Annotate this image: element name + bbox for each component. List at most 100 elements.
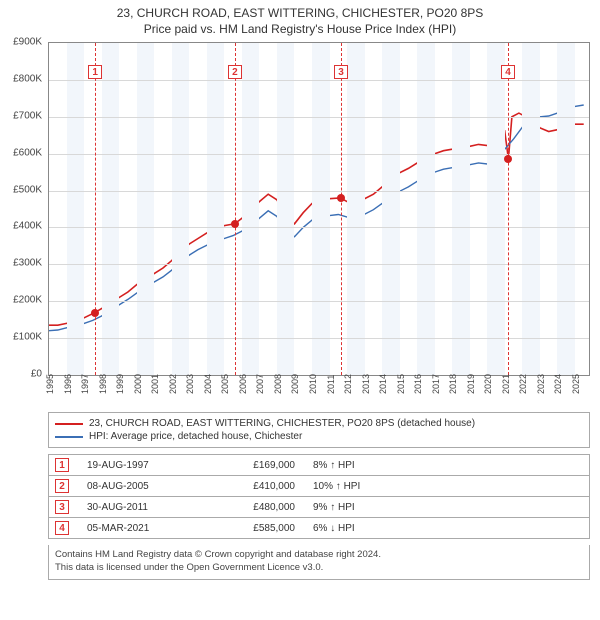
x-tick-label: 2004 [203,374,213,394]
x-tick-label: 1997 [80,374,90,394]
event-row: 3 30-AUG-2011 £480,000 9% ↑ HPI [49,496,589,517]
x-tick-label: 2021 [501,374,511,394]
x-tick-label: 2018 [448,374,458,394]
y-tick-label: £900K [13,37,42,48]
x-tick-label: 2002 [168,374,178,394]
x-tick-label: 2010 [308,374,318,394]
legend: 23, CHURCH ROAD, EAST WITTERING, CHICHES… [48,412,590,448]
legend-swatch [55,436,83,438]
plot-area: £0£100K£200K£300K£400K£500K£600K£700K£80… [48,42,590,402]
x-tick-label: 2017 [431,374,441,394]
x-tick-label: 2005 [220,374,230,394]
event-date: 30-AUG-2011 [87,502,197,513]
events-table: 119-AUG-1997£169,0008% ↑ HPI208-AUG-2005… [48,454,590,539]
x-tick-label: 2020 [483,374,493,394]
x-tick-label: 1998 [98,374,108,394]
event-datapoint [337,194,345,202]
event-date: 05-MAR-2021 [87,523,197,534]
event-marker-line [235,43,236,375]
y-tick-label: £0 [31,369,42,380]
event-hpi-diff: 9% ↑ HPI [313,502,433,513]
x-tick-label: 1996 [63,374,73,394]
x-tick-label: 2009 [290,374,300,394]
year-band [347,43,365,375]
x-tick-label: 2013 [361,374,371,394]
x-tick-label: 2022 [518,374,528,394]
y-tick-label: £600K [13,147,42,158]
year-band [207,43,225,375]
chart-container: 23, CHURCH ROAD, EAST WITTERING, CHICHES… [0,0,600,620]
year-band [452,43,470,375]
x-tick-label: 2015 [396,374,406,394]
event-hpi-diff: 10% ↑ HPI [313,481,433,492]
event-datapoint [231,220,239,228]
event-number-box: 3 [55,500,69,514]
x-tick-label: 2012 [343,374,353,394]
event-marker-line [95,43,96,375]
chart-title-address: 23, CHURCH ROAD, EAST WITTERING, CHICHES… [4,6,596,20]
event-date: 08-AUG-2005 [87,481,197,492]
event-number-box: 1 [55,458,69,472]
legend-item: 23, CHURCH ROAD, EAST WITTERING, CHICHES… [55,417,583,430]
footer-line1: Contains HM Land Registry data © Crown c… [55,549,583,562]
year-band [277,43,295,375]
chart-subtitle: Price paid vs. HM Land Registry's House … [4,22,596,36]
y-tick-label: £400K [13,221,42,232]
event-datapoint [91,309,99,317]
year-band [312,43,330,375]
x-tick-label: 2014 [378,374,388,394]
event-price: £585,000 [215,523,295,534]
event-hpi-diff: 6% ↓ HPI [313,523,433,534]
event-row: 119-AUG-1997£169,0008% ↑ HPI [49,454,589,475]
legend-swatch [55,423,83,425]
x-tick-label: 2019 [466,374,476,394]
x-axis-labels: 1995 1996 1997 1998 1999 2000 2001 2002 2003 2004… [48,376,590,402]
x-tick-label: 2023 [536,374,546,394]
event-marker-box: 3 [334,65,348,79]
year-band [382,43,400,375]
chart-titles: 23, CHURCH ROAD, EAST WITTERING, CHICHES… [0,0,600,38]
year-band [522,43,540,375]
x-tick-label: 2001 [150,374,160,394]
x-tick-label: 1999 [115,374,125,394]
x-tick-label: 2025 [571,374,581,394]
y-tick-label: £300K [13,258,42,269]
y-tick-label: £500K [13,184,42,195]
footer-line2: This data is licensed under the Open Gov… [55,562,583,575]
year-band [242,43,260,375]
event-date: 19-AUG-1997 [87,460,197,471]
x-tick-label: 2007 [255,374,265,394]
year-band [172,43,190,375]
x-tick-label: 2008 [273,374,283,394]
y-tick-label: £100K [13,332,42,343]
event-price: £410,000 [215,481,295,492]
event-row: 2 08-AUG-2005 £410,000 10% ↑ HPI [49,475,589,496]
event-marker-box: 4 [501,65,515,79]
x-tick-label: 1995 [45,374,55,394]
event-price: £169,000 [215,460,295,471]
y-axis-labels: £0£100K£200K£300K£400K£500K£600K£700K£80… [0,42,44,376]
year-band [557,43,575,375]
event-number-box: 2 [55,479,69,493]
footer-attribution: Contains HM Land Registry data © Crown c… [48,545,590,580]
event-number-box: 4 [55,521,69,535]
event-row: 4 05-MAR-2021 £585,000 6% ↓ HPI [49,517,589,538]
x-tick-label: 2000 [133,374,143,394]
y-tick-label: £800K [13,73,42,84]
event-marker-line [341,43,342,375]
x-tick-label: 2011 [326,375,336,394]
legend-label: HPI: Average price, detached house, Chic… [89,431,302,442]
y-tick-label: £700K [13,110,42,121]
x-tick-label: 2024 [553,374,563,394]
year-band [137,43,155,375]
x-tick-label: 2006 [238,374,248,394]
x-tick-label: 2003 [185,374,195,394]
year-band [417,43,435,375]
event-marker-line [508,43,509,375]
event-price: £480,000 [215,502,295,513]
legend-item: HPI: Average price, detached house, Chic… [55,430,583,443]
year-band [487,43,505,375]
x-tick-label: 2016 [413,374,423,394]
year-band [102,43,120,375]
event-marker-box: 1 [88,65,102,79]
